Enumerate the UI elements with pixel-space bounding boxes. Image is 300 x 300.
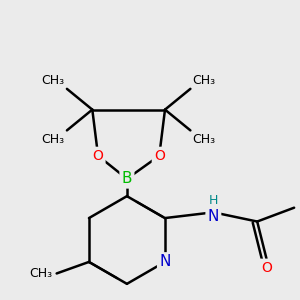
Text: CH₃: CH₃ <box>193 74 216 86</box>
Text: CH₃: CH₃ <box>193 133 216 146</box>
Text: CH₃: CH₃ <box>41 74 64 86</box>
Text: CH₃: CH₃ <box>29 267 52 280</box>
Text: O: O <box>93 149 104 163</box>
Text: N: N <box>208 209 219 224</box>
Text: B: B <box>122 171 132 186</box>
Text: N: N <box>159 254 171 269</box>
Text: CH₃: CH₃ <box>41 133 64 146</box>
Text: O: O <box>154 149 165 163</box>
Text: H: H <box>209 194 218 207</box>
Text: O: O <box>261 261 272 275</box>
